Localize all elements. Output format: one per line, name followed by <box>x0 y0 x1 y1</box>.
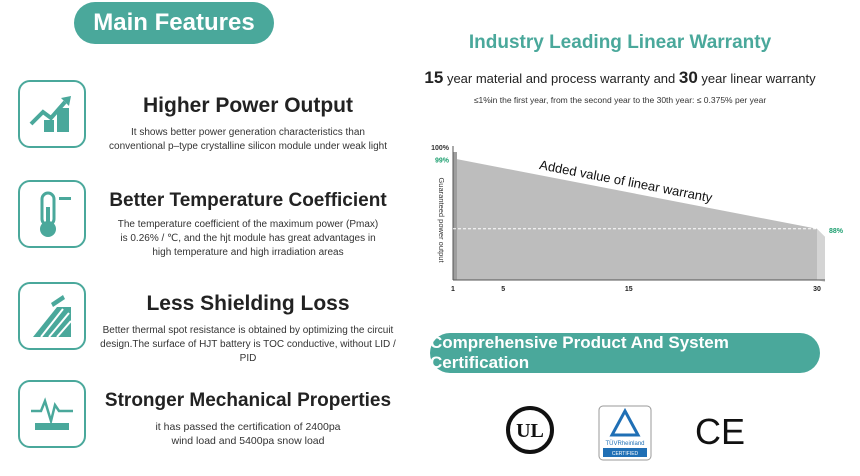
tuv-certified: CERTIFIED <box>612 451 639 457</box>
feature-description: The temperature coefficient of the maxim… <box>98 218 398 260</box>
ul-text: UL <box>516 420 544 442</box>
feature-desc-line: it has passed the certification of 2400p… <box>155 421 341 433</box>
feature-higher-power: Higher Power Output It shows better powe… <box>18 80 398 160</box>
start-value-label: 99% <box>435 157 450 164</box>
ce-logo: CE <box>690 410 750 452</box>
feature-desc-line: is 0.26% / ℃, and the hjt module has gre… <box>120 233 376 244</box>
feature-title: Stronger Mechanical Properties <box>104 390 392 411</box>
y-axis-label: Guaranteed power output <box>437 177 446 263</box>
tuv-logo: TÜVRheinland CERTIFIED <box>598 405 652 461</box>
feature-desc-line: Better thermal spot resistance is obtain… <box>102 325 394 336</box>
feature-desc-line: high temperature and high irradiation ar… <box>152 247 344 258</box>
x-tick-label: 5 <box>501 286 505 293</box>
feature-title: Higher Power Output <box>143 94 353 117</box>
certification-label: Comprehensive Product And System Certifi… <box>430 333 729 372</box>
main-features-badge: Main Features <box>74 2 274 44</box>
y-top-label: 100% <box>431 145 450 152</box>
ce-text: CE <box>695 411 745 452</box>
pulse-line-icon <box>18 380 86 448</box>
feature-description: it has passed the certification of 2400p… <box>98 420 398 448</box>
feature-mechanical-properties: Stronger Mechanical Properties it has pa… <box>18 380 398 460</box>
material-text: year material and process warranty and <box>443 71 679 86</box>
feature-title: Less Shielding Loss <box>146 292 350 315</box>
linear-text: year linear warranty <box>697 71 816 86</box>
warranty-note: ≤1%in the first year, from the second ye… <box>473 95 767 105</box>
feature-description: It shows better power generation charact… <box>98 126 398 154</box>
feature-title: Better Temperature Coefficient <box>109 190 387 211</box>
thermometer-icon <box>18 180 86 248</box>
main-features-label: Main Features <box>93 9 255 36</box>
feature-desc-line: conventional p–type crystalline silicon … <box>109 141 387 152</box>
warranty-area <box>453 158 817 280</box>
feature-desc-line: design.The surface of HJT battery is TOC… <box>100 339 396 364</box>
feature-description: Better thermal spot resistance is obtain… <box>98 324 398 366</box>
x-tick-label: 1 <box>451 286 455 293</box>
solar-panel-icon <box>18 282 86 350</box>
area-edge <box>817 228 825 282</box>
area-left-edge <box>453 152 457 280</box>
x-tick-label: 30 <box>813 286 821 293</box>
feature-temperature-coefficient: Better Temperature Coefficient The tempe… <box>18 180 398 260</box>
ul-logo: UL <box>505 405 555 455</box>
warranty-summary: 15 year material and process warranty an… <box>400 68 840 88</box>
chart-growth-icon <box>18 80 86 148</box>
feature-desc-line: The temperature coefficient of the maxim… <box>117 219 379 230</box>
linear-years: 30 <box>678 68 698 87</box>
x-tick-label: 15 <box>625 286 633 293</box>
end-value-label: 88% <box>829 228 844 235</box>
certification-badge: Comprehensive Product And System Certifi… <box>430 333 820 373</box>
warranty-title: Industry Leading Linear Warranty <box>468 32 772 53</box>
feature-less-shielding: Less Shielding Loss Better thermal spot … <box>18 282 398 364</box>
feature-desc-line: It shows better power generation charact… <box>130 127 365 138</box>
tuv-name: TÜVRheinland <box>605 440 644 447</box>
material-years: 15 <box>424 68 444 87</box>
feature-desc-line: wind load and 5400pa snow load <box>171 435 325 447</box>
